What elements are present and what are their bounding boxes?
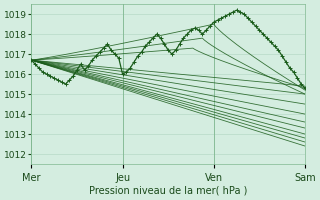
X-axis label: Pression niveau de la mer( hPa ): Pression niveau de la mer( hPa ) <box>89 186 247 196</box>
